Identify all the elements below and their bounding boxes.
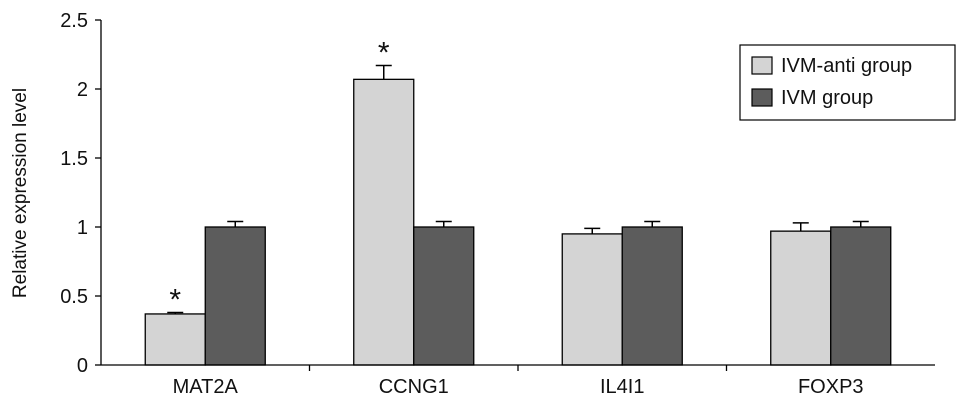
x-tick-label: FOXP3 bbox=[798, 376, 864, 398]
bar-mat2a-series-1 bbox=[204, 226, 266, 366]
bar-foxp3-series-1 bbox=[830, 226, 892, 366]
significance-asterisk: * bbox=[378, 37, 390, 70]
legend-label-series-1: IVM group bbox=[781, 87, 873, 109]
bar-ccng1-series-1 bbox=[413, 226, 475, 366]
bar-ccng1-series-0 bbox=[353, 78, 415, 366]
bar-il4i1-series-0 bbox=[561, 233, 623, 366]
y-tick-label: 1.5 bbox=[60, 148, 88, 170]
y-tick-label: 1 bbox=[77, 217, 88, 239]
y-tick-label: 2.5 bbox=[60, 10, 88, 32]
legend: IVM-anti group IVM group bbox=[739, 44, 956, 121]
y-axis-label: Relative expression level bbox=[10, 88, 31, 298]
bar-il4i1-series-1 bbox=[621, 226, 683, 366]
x-tick-label: CCNG1 bbox=[379, 376, 449, 398]
bar-foxp3-series-0 bbox=[770, 230, 832, 366]
y-axis: 0 0.5 1 1.5 2 2.5 bbox=[60, 10, 102, 377]
x-tick-label: MAT2A bbox=[173, 376, 239, 398]
legend-label-series-0: IVM-anti group bbox=[781, 55, 912, 77]
legend-box bbox=[739, 44, 956, 121]
legend-swatch-series-1 bbox=[751, 88, 773, 107]
y-tick-label: 0 bbox=[77, 355, 88, 377]
bar-mat2a-series-0 bbox=[144, 313, 206, 366]
annotations: ** bbox=[169, 37, 390, 317]
bars bbox=[144, 64, 892, 366]
x-tick-label: IL4I1 bbox=[600, 376, 644, 398]
y-tick-label: 0.5 bbox=[60, 286, 88, 308]
legend-swatch-series-0 bbox=[751, 56, 773, 75]
y-tick-label: 2 bbox=[77, 79, 88, 101]
significance-asterisk: * bbox=[169, 284, 181, 317]
x-axis: MAT2A CCNG1 IL4I1 FOXP3 bbox=[101, 364, 935, 398]
